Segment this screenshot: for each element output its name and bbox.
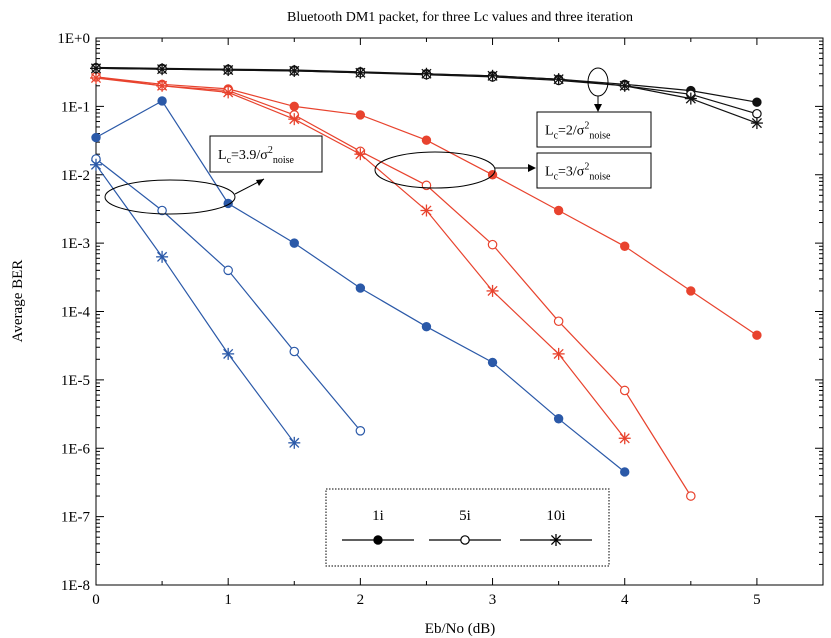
y-tick-label: 1E-1: [61, 99, 90, 115]
x-tick-label: 1: [224, 592, 232, 608]
y-tick-label: 1E-7: [61, 510, 91, 526]
annotation-box: [536, 111, 652, 148]
arrowhead-black: [594, 104, 602, 112]
data-point-red-asterisk: [486, 284, 499, 297]
annotation-box: [209, 135, 323, 173]
annotation-lc-2: Lc=2/σ2noise: [536, 111, 652, 148]
group-ellipse-blue: [104, 179, 236, 215]
series-line-red-open-circle: [95, 76, 692, 497]
y-tick-label: 1E-8: [61, 578, 90, 594]
arrowhead-blue: [256, 179, 264, 186]
data-point-black-asterisk: [90, 62, 102, 75]
data-point-red-asterisk: [552, 347, 565, 360]
data-point-red-open-circle: [553, 316, 564, 327]
legend: 1i 5i 10i: [325, 488, 610, 567]
data-point-red-filled-circle: [355, 110, 366, 120]
group-ellipse-red: [374, 151, 496, 189]
annotations: Lc=3.9/σ2noise Lc=3/σ2noise Lc=2/σ2noise: [104, 67, 652, 215]
legend-marker-open-circle: [460, 535, 470, 545]
data-point-black-asterisk: [354, 66, 367, 79]
x-tick-label: 0: [92, 592, 100, 608]
annotation-text: Lc=3.9/σ2noise: [218, 145, 295, 166]
x-axis-label: Eb/No (dB): [425, 621, 495, 637]
data-point-blue-filled-circle: [421, 321, 432, 332]
data-point-red-asterisk: [156, 79, 169, 92]
data-point-black-asterisk: [288, 64, 301, 77]
data-point-black-open-circle: [752, 108, 762, 119]
data-point-black-asterisk: [684, 92, 697, 105]
annotation-text: Lc=3/σ2noise: [545, 162, 611, 183]
data-point-blue-open-circle: [289, 346, 300, 357]
data-point-red-asterisk: [354, 148, 367, 161]
y-tick-label: 1E+0: [57, 31, 90, 47]
data-point-blue-filled-circle: [355, 283, 366, 293]
data-point-blue-filled-circle: [289, 238, 299, 248]
data-point-blue-filled-circle: [91, 132, 101, 143]
data-point-blue-filled-circle: [620, 467, 630, 477]
data-point-red-asterisk: [618, 432, 631, 445]
data-point-black-asterisk: [156, 63, 169, 76]
data-point-red-open-circle: [487, 239, 498, 250]
x-tick-label: 2: [357, 592, 365, 608]
data-point-red-asterisk: [420, 204, 433, 217]
legend-label: 10i: [546, 508, 565, 524]
series-line-blue-asterisk: [95, 164, 295, 444]
y-tick-label: 1E-3: [61, 236, 90, 252]
data-point-red-filled-circle: [686, 286, 696, 296]
y-tick-label: 1E-4: [61, 305, 91, 321]
data-point-black-asterisk: [552, 73, 565, 86]
data-point-black-asterisk: [618, 79, 631, 92]
axes: 0 1 2 3 4 5 1E+0 1E-1 1E-2 1E-3 1E-4 1E-5 1E-6 1E-7 1E…: [57, 31, 823, 608]
data-point-blue-open-circle: [223, 265, 233, 276]
data-point-blue-filled-circle: [487, 357, 498, 368]
y-tick-label: 1E-2: [61, 168, 90, 184]
x-tick-label: 4: [621, 592, 629, 608]
x-tick-label: 3: [489, 592, 497, 608]
data-point-black-asterisk: [420, 67, 433, 80]
legend-label: 5i: [459, 508, 471, 524]
annotation-text: Lc=2/σ2noise: [545, 121, 611, 142]
data-point-blue-open-circle: [355, 425, 366, 436]
data-point-blue-filled-circle: [157, 96, 167, 106]
data-point-blue-asterisk: [156, 250, 169, 263]
data-point-red-filled-circle: [421, 135, 432, 145]
legend-marker-asterisk: [550, 534, 562, 546]
data-point-black-asterisk: [750, 117, 763, 130]
legend-label: 1i: [372, 508, 384, 524]
data-point-red-open-circle: [619, 385, 630, 396]
data-point-red-asterisk: [222, 86, 235, 99]
annotation-lc-3.9: Lc=3.9/σ2noise: [209, 135, 323, 173]
data-point-blue-asterisk: [90, 158, 102, 171]
data-point-blue-filled-circle: [553, 414, 564, 424]
data-point-red-filled-circle: [752, 330, 762, 340]
legend-box: [325, 488, 610, 567]
data-point-black-filled-circle: [752, 97, 762, 107]
x-tick-label: 5: [753, 592, 761, 608]
legend-marker-filled-circle: [373, 535, 383, 545]
data-point-red-filled-circle: [553, 205, 564, 216]
series-layer: [90, 62, 763, 501]
annotation-lc-3: Lc=3/σ2noise: [536, 152, 652, 189]
data-point-red-open-circle: [686, 491, 696, 501]
y-axis-label: Average BER: [10, 260, 26, 343]
arrowhead-red: [528, 164, 536, 172]
data-point-red-asterisk: [90, 72, 102, 85]
chart-title: Bluetooth DM1 packet, for three Lc value…: [287, 10, 633, 25]
y-tick-label: 1E-6: [61, 441, 91, 457]
data-point-blue-asterisk: [288, 436, 301, 449]
y-tick-label: 1E-5: [61, 373, 90, 389]
data-point-blue-asterisk: [222, 347, 235, 360]
annotation-box: [536, 152, 652, 189]
data-point-red-filled-circle: [289, 101, 299, 112]
data-point-red-asterisk: [288, 113, 301, 126]
data-point-red-filled-circle: [620, 241, 630, 251]
data-point-black-asterisk: [486, 69, 499, 82]
data-point-blue-open-circle: [157, 205, 167, 216]
data-point-black-asterisk: [222, 64, 235, 77]
